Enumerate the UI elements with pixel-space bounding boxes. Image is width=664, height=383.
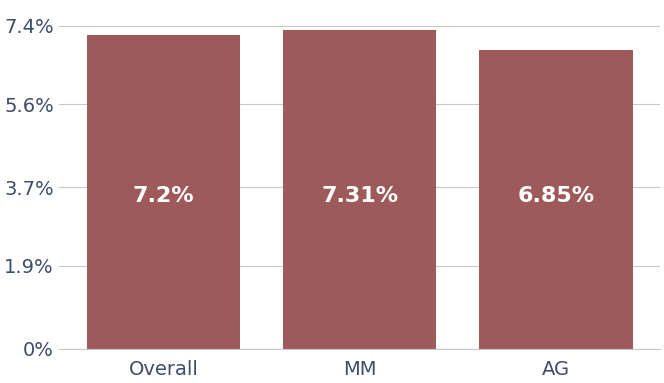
Text: 7.31%: 7.31% [321, 186, 398, 206]
Text: 6.85%: 6.85% [517, 186, 594, 206]
Bar [87, 35, 240, 349]
Bar [283, 30, 436, 349]
Bar [479, 50, 633, 349]
Text: 7.2%: 7.2% [133, 186, 194, 206]
